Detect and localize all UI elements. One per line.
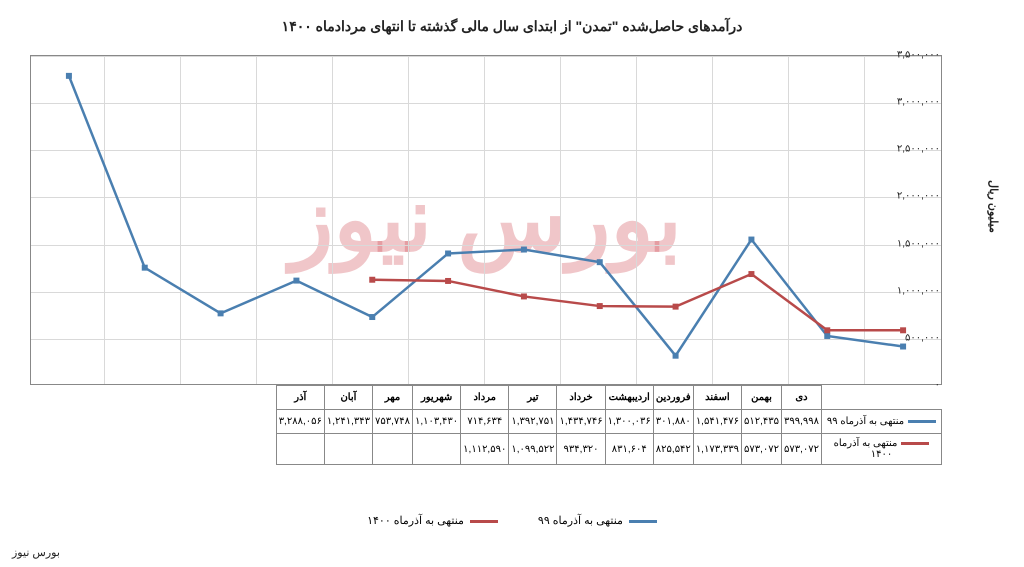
data-cell: ۵۱۲,۴۳۵ [741,410,781,434]
category-header: خرداد [557,386,605,410]
y-tick: ۳,۰۰۰,۰۰۰ [897,97,940,108]
series-label: منتهی به آذرماه ۱۴۰۰ [822,434,942,465]
y-tick: ۱,۵۰۰,۰۰۰ [897,238,940,249]
data-cell: ۱,۱۱۲,۵۹۰ [461,434,509,465]
category-header: مهر [373,386,413,410]
category-header: مرداد [461,386,509,410]
data-cell [324,434,372,465]
data-cell: ۸۳۱,۶۰۴ [605,434,653,465]
data-cell: ۱,۵۴۱,۴۷۶ [693,410,741,434]
data-cell [276,434,324,465]
legend-item: منتهی به آذرماه ۱۴۰۰ [367,514,498,527]
category-header: آذر [276,386,324,410]
data-cell: ۱,۱۷۳,۳۳۹ [693,434,741,465]
category-header: دی [781,386,821,410]
data-cell: ۱,۳۹۲,۷۵۱ [509,410,557,434]
plot-area: بورس نیوز [30,55,942,385]
legend: منتهی به آذرماه ۹۹ منتهی به آذرماه ۱۴۰۰ [0,514,1024,527]
data-cell: ۸۲۵,۵۴۲ [653,434,693,465]
data-cell: ۱,۲۴۱,۳۴۳ [324,410,372,434]
y-axis-label: میلیون ریال [987,180,1000,233]
data-cell: ۱,۱۰۳,۴۳۰ [413,410,461,434]
chart-lines [31,56,941,384]
data-cell: ۷۱۴,۶۳۴ [461,410,509,434]
data-cell: ۹۳۴,۳۲۰ [557,434,605,465]
legend-item: منتهی به آذرماه ۹۹ [538,514,657,527]
category-header: اردیبهشت [605,386,653,410]
category-header: آبان [324,386,372,410]
watermark: بورس نیوز [290,168,682,273]
y-tick: ۵۰۰,۰۰۰ [905,332,940,343]
data-cell: ۳,۲۸۸,۰۵۶ [276,410,324,434]
data-cell: ۱,۰۹۹,۵۲۲ [509,434,557,465]
data-cell: ۱,۴۳۴,۷۴۶ [557,410,605,434]
data-cell: ۱,۳۰۰,۰۳۶ [605,410,653,434]
category-header: بهمن [741,386,781,410]
y-tick: ۲,۰۰۰,۰۰۰ [897,191,940,202]
y-tick: ۲,۵۰۰,۰۰۰ [897,144,940,155]
y-tick: ۱,۰۰۰,۰۰۰ [897,285,940,296]
data-cell [413,434,461,465]
data-cell: ۷۵۳,۷۴۸ [373,410,413,434]
category-header: شهریور [413,386,461,410]
data-cell [373,434,413,465]
data-table: دیبهمناسفندفروردیناردیبهشتخردادتیرمردادش… [276,385,942,465]
data-cell: ۵۷۳,۰۷۲ [741,434,781,465]
data-cell: ۳۰۱,۸۸۰ [653,410,693,434]
series-label: منتهی به آذرماه ۹۹ [822,410,942,434]
category-header: اسفند [693,386,741,410]
chart-title: درآمدهای حاصل‌شده "تمدن" از ابتدای سال م… [10,18,1014,35]
data-cell: ۳۹۹,۹۹۸ [781,410,821,434]
chart-container: درآمدهای حاصل‌شده "تمدن" از ابتدای سال م… [0,0,1024,567]
data-cell: ۵۷۳,۰۷۲ [781,434,821,465]
category-header: فروردین [653,386,693,410]
y-tick: ۳,۵۰۰,۰۰۰ [897,50,940,61]
footer-text: بورس نیوز [12,546,60,559]
category-header: تیر [509,386,557,410]
